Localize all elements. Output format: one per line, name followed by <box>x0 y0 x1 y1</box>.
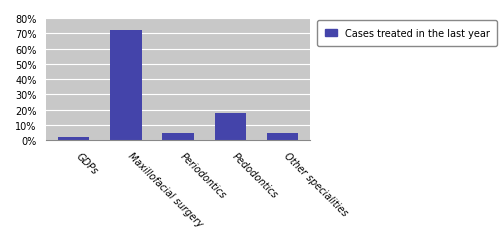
Bar <box>162 133 194 141</box>
Bar <box>110 31 142 141</box>
Bar <box>214 113 246 141</box>
Legend: Cases treated in the last year: Cases treated in the last year <box>318 21 498 47</box>
Bar <box>58 138 90 141</box>
Bar <box>266 133 298 141</box>
